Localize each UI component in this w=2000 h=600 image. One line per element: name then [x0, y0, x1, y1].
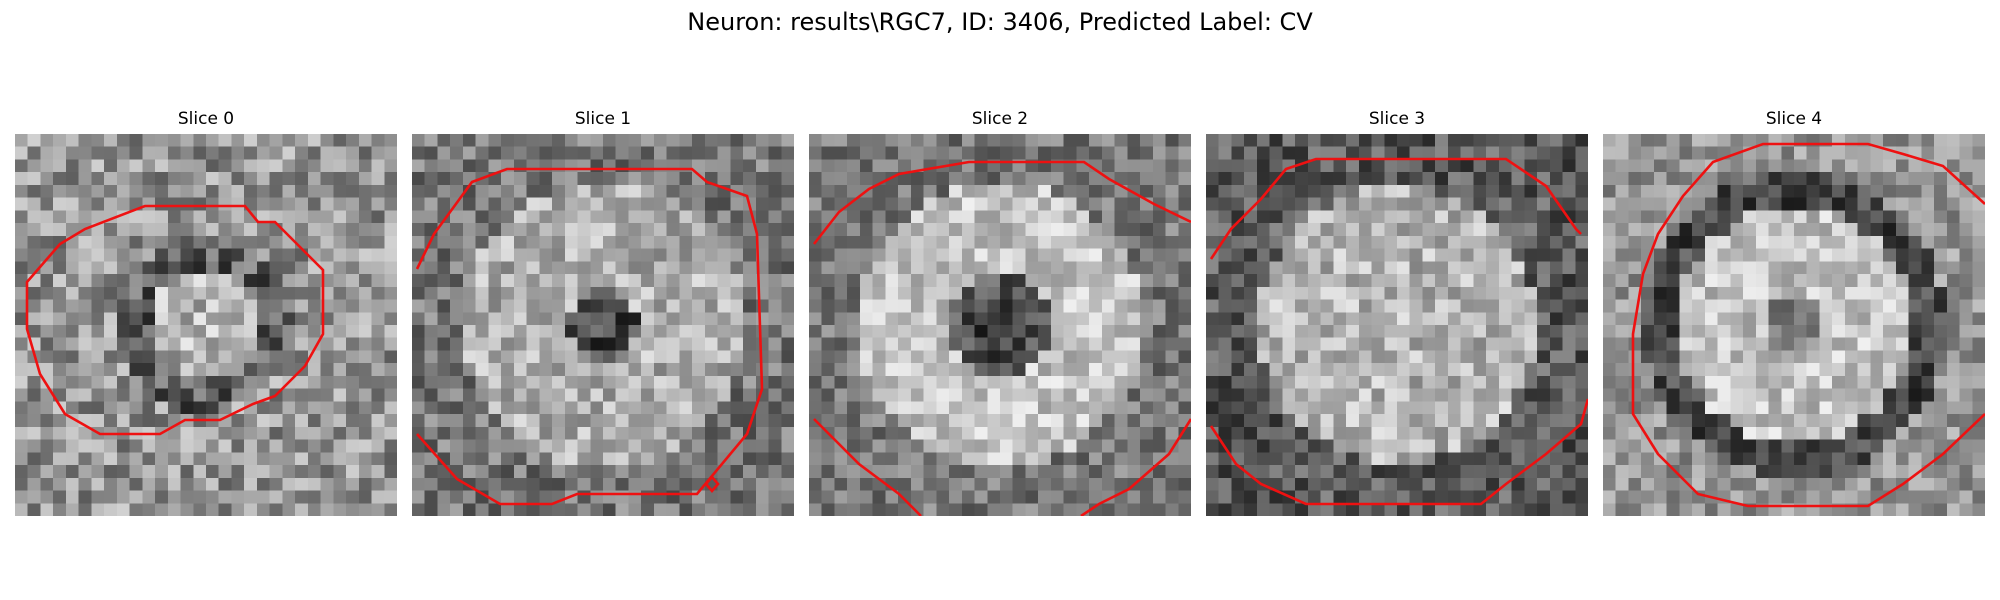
grayscale-image [1603, 134, 1985, 516]
slice-panel-4: Slice 4 [1603, 108, 1985, 516]
contour-line [415, 167, 764, 506]
slice-image-0 [15, 134, 397, 516]
contour-overlay [1631, 142, 1985, 508]
figure-title: Neuron: results\RGC7, ID: 3406, Predicte… [687, 8, 1313, 36]
contour-overlay [1209, 157, 1588, 506]
slice-panel-0: Slice 0 [15, 108, 397, 516]
slice-title: Slice 4 [1765, 109, 1823, 129]
slice-panel-2: Slice 2 [809, 108, 1191, 516]
grayscale-image [809, 134, 1191, 516]
contour-line [812, 160, 1191, 245]
contour-line [1631, 142, 1985, 508]
contour-overlay [812, 160, 1191, 516]
contour-line [813, 418, 922, 516]
slice-panel-1: Slice 1 [412, 108, 794, 516]
slice-image-4 [1603, 134, 1985, 516]
contour-line [1080, 418, 1191, 516]
slice-title: Slice 3 [1368, 109, 1426, 129]
contour-line [25, 204, 325, 436]
slice-image-2 [809, 134, 1191, 516]
slice-title: Slice 2 [971, 109, 1029, 129]
grayscale-image [1206, 134, 1588, 516]
slice-title: Slice 1 [574, 109, 632, 129]
slice-panel-3: Slice 3 [1206, 108, 1588, 516]
slice-title: Slice 0 [177, 109, 235, 129]
contour-overlay [415, 167, 764, 506]
contour-line [1209, 398, 1588, 506]
slice-image-3 [1206, 134, 1588, 516]
contour-line [1209, 157, 1582, 260]
contour-blob [704, 475, 720, 493]
slice-image-1 [412, 134, 794, 516]
contour-overlay [25, 204, 325, 436]
grayscale-image [15, 134, 397, 516]
